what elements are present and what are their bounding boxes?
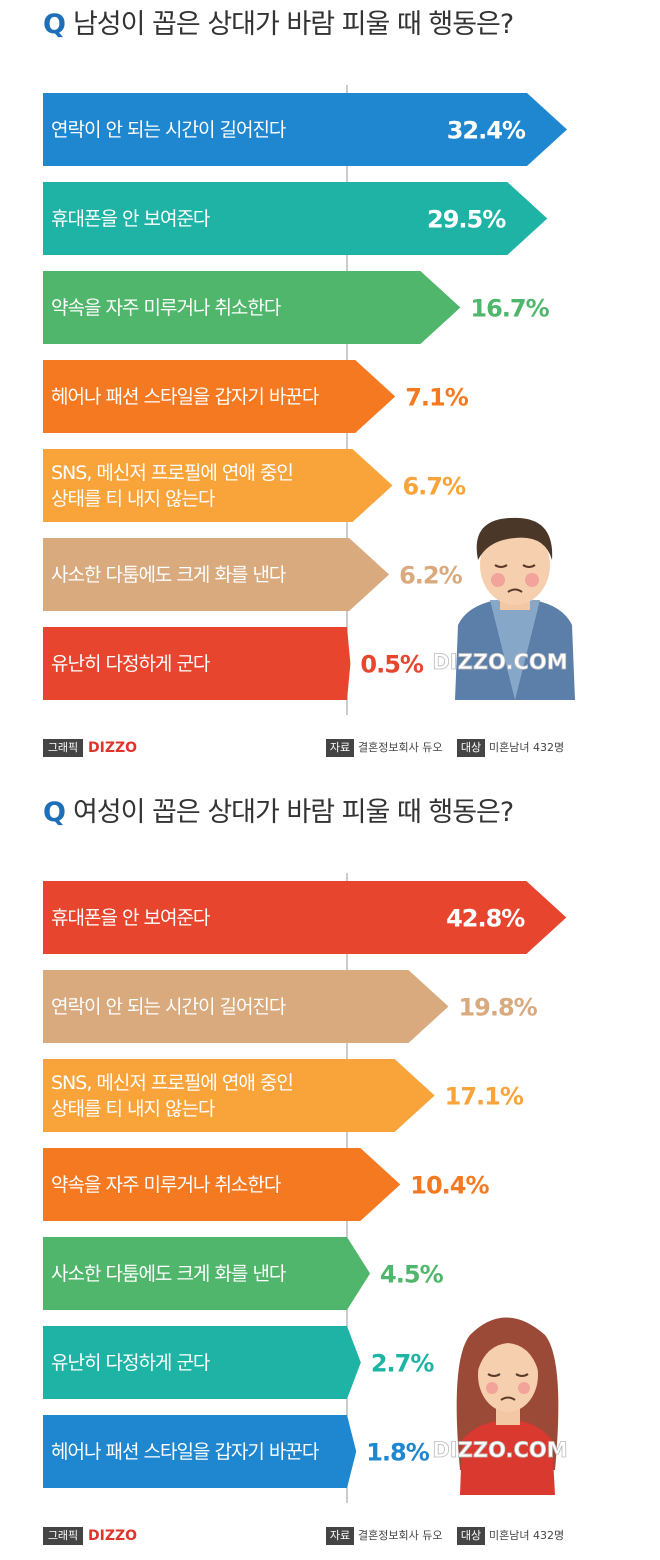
category-box: 헤어나 패션 스타일을 갑자기 바꾼다 — [51, 385, 319, 408]
target-box — [457, 739, 485, 757]
value-label: 0.5% — [360, 651, 424, 679]
credit-label: 그래픽 — [48, 741, 78, 754]
value-label: 17.1% — [445, 1083, 524, 1111]
target-label: 대상 — [461, 741, 481, 754]
category-label: SNS, 메신저 프로필에 연애 중인 상태를 티 내지 않는다 — [51, 1071, 294, 1120]
target: 미혼남녀 432명 — [489, 1529, 564, 1542]
watermark: DIZZO.COM — [432, 1438, 567, 1462]
category-box: SNS, 메신저 프로필에 연애 중인 상태를 티 내지 않는다 — [51, 1071, 294, 1120]
bar — [43, 881, 567, 954]
bar — [43, 1326, 361, 1399]
category-box: 약속을 자주 미루거나 취소한다 — [51, 296, 281, 319]
chart-title: Q 남성이 꼽은 상대가 바람 피울 때 행동은? — [43, 9, 513, 40]
bar — [43, 1059, 435, 1132]
category-box: 헤어나 패션 스타일을 갑자기 바꾼다 — [51, 1440, 319, 1463]
credit-box — [43, 739, 83, 757]
bar — [43, 360, 396, 433]
value-label: 32.4% — [447, 117, 526, 145]
category-label: 약속을 자주 미루거나 취소한다 — [51, 296, 281, 319]
watermark: DIZZO.COM — [432, 650, 567, 674]
credit: DIZZO — [88, 1528, 137, 1544]
bar — [43, 538, 390, 611]
title-marker: Q — [43, 9, 65, 40]
bar — [43, 1237, 371, 1310]
target: 미혼남녀 432명 — [489, 741, 564, 754]
category-box: 휴대폰을 안 보여준다 — [51, 906, 210, 929]
category-label: 약속을 자주 미루거나 취소한다 — [51, 1173, 281, 1196]
title-text: 남성이 꼽은 상대가 바람 피울 때 행동은? — [73, 9, 513, 40]
category-box: 사소한 다툼에도 크게 화를 낸다 — [51, 563, 286, 586]
value-label: 10.4% — [410, 1172, 489, 1200]
bar — [43, 1148, 401, 1221]
bar — [43, 449, 393, 522]
category-label: SNS, 메신저 프로필에 연애 중인 상태를 티 내지 않는다 — [51, 461, 294, 510]
man-illustration — [455, 517, 575, 700]
value-label: 4.5% — [380, 1261, 444, 1289]
source-box — [326, 1527, 354, 1545]
category-label: 유난히 다정하게 군다 — [51, 1351, 210, 1374]
bar — [43, 93, 567, 166]
category-box: 휴대폰을 안 보여준다 — [51, 207, 210, 230]
category-label: 헤어나 패션 스타일을 갑자기 바꾼다 — [51, 385, 319, 408]
chart-title: Q 여성이 꼽은 상대가 바람 피울 때 행동은? — [43, 797, 513, 828]
bar — [43, 182, 548, 255]
credit: DIZZO — [88, 740, 137, 756]
category-box: 약속을 자주 미루거나 취소한다 — [51, 1173, 281, 1196]
category-label: 헤어나 패션 스타일을 갑자기 바꾼다 — [51, 1440, 319, 1463]
category-label: 연락이 안 되는 시간이 길어진다 — [51, 118, 286, 141]
source-box — [326, 739, 354, 757]
category-box: 유난히 다정하게 군다 — [51, 652, 210, 675]
credit-box — [43, 1527, 83, 1545]
source: 결혼정보회사 듀오 — [358, 741, 442, 754]
category-label: 유난히 다정하게 군다 — [51, 652, 210, 675]
category-label: 휴대폰을 안 보여준다 — [51, 906, 210, 929]
source-label: 자료 — [330, 1529, 350, 1542]
credit-label: 그래픽 — [48, 1529, 78, 1542]
value-label: 2.7% — [371, 1350, 435, 1378]
category-box: SNS, 메신저 프로필에 연애 중인 상태를 티 내지 않는다 — [51, 461, 294, 510]
target-box — [457, 1527, 485, 1545]
category-box: 사소한 다툼에도 크게 화를 낸다 — [51, 1262, 286, 1285]
category-label: 사소한 다툼에도 크게 화를 낸다 — [51, 1262, 286, 1285]
category-box: 연락이 안 되는 시간이 길어진다 — [51, 995, 286, 1018]
source-label: 자료 — [330, 741, 350, 754]
value-label: 7.1% — [405, 384, 469, 412]
value-label: 6.7% — [402, 473, 466, 501]
bar — [43, 970, 449, 1043]
bar — [43, 627, 351, 700]
category-box: 유난히 다정하게 군다 — [51, 1351, 210, 1374]
value-label: 6.2% — [399, 562, 463, 590]
bar — [43, 1415, 357, 1488]
value-label: 29.5% — [427, 206, 506, 234]
category-label: 사소한 다툼에도 크게 화를 낸다 — [51, 563, 286, 586]
value-label: 1.8% — [366, 1439, 430, 1467]
title-marker: Q — [43, 797, 65, 828]
category-box: 연락이 안 되는 시간이 길어진다 — [51, 118, 286, 141]
value-label: 42.8% — [446, 905, 525, 933]
value-label: 19.8% — [458, 994, 537, 1022]
woman-illustration — [456, 1317, 559, 1495]
title-text: 여성이 꼽은 상대가 바람 피울 때 행동은? — [73, 797, 513, 828]
value-label: 16.7% — [470, 295, 549, 323]
source: 결혼정보회사 듀오 — [358, 1529, 442, 1542]
category-label: 휴대폰을 안 보여준다 — [51, 207, 210, 230]
bar — [43, 271, 461, 344]
target-label: 대상 — [461, 1529, 481, 1542]
category-label: 연락이 안 되는 시간이 길어진다 — [51, 995, 286, 1018]
